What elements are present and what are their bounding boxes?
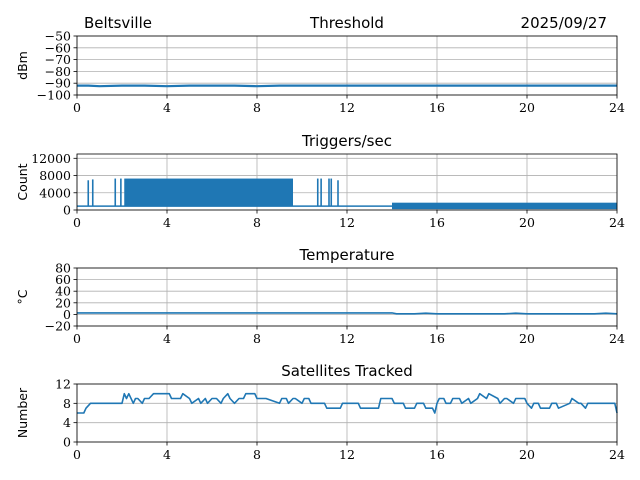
y-tick-label: 12000 [31,151,71,166]
y-tick-label: 0 [63,307,71,322]
x-tick-label: 0 [73,447,81,462]
x-tick-label: 12 [339,447,355,462]
y-tick-label: −80 [45,64,71,79]
y-tick-label: −70 [45,52,71,67]
triggers-panel: 0 4 8 12 16 20 2404000800012000Triggers/secCou… [15,132,625,230]
x-tick-label: 12 [339,331,355,346]
x-tick-label: 0 [73,331,81,346]
x-tick-label: 8 [253,331,261,346]
x-tick-label: 4 [163,331,171,346]
y-tick-label: 12 [55,377,71,392]
x-tick-label: 4 [163,100,171,115]
temperature-title: Temperature [298,246,394,264]
y-tick-label: 0 [63,435,71,450]
x-tick-label: 20 [519,331,535,346]
x-tick-label: 12 [339,215,355,230]
y-tick-label: 40 [55,284,71,299]
x-tick-label: 8 [253,215,261,230]
triggers-band [124,178,293,207]
x-tick-label: 16 [429,100,445,115]
temperature-series-line [77,312,618,315]
threshold-series-line [77,84,617,88]
x-tick-label: 20 [519,215,535,230]
x-tick-label: 0 [73,100,81,115]
x-tick-label: 24 [609,215,625,230]
y-tick-label: −60 [45,40,71,55]
y-tick-label: 60 [55,272,71,287]
y-tick-label: −90 [45,76,71,91]
y-tick-label: 80 [55,261,71,276]
triggers-ylabel: Count [15,163,30,200]
x-tick-label: 8 [253,100,261,115]
y-tick-label: −50 [45,29,71,44]
y-tick-label: −100 [37,88,71,103]
triggers-band [392,202,617,209]
x-tick-label: 12 [339,100,355,115]
location-label: Beltsville [84,14,152,32]
x-tick-label: 16 [429,331,445,346]
y-tick-label: 8 [63,396,71,411]
y-tick-label: 8000 [39,168,71,183]
x-tick-label: 20 [519,447,535,462]
threshold-ylabel: dBm [15,51,30,80]
y-tick-label: 20 [55,295,71,310]
x-tick-label: 8 [253,447,261,462]
x-tick-label: 16 [429,447,445,462]
temperature-ylabel: °C [15,289,30,304]
date-label: 2025/09/27 [521,14,607,32]
y-tick-label: 4 [63,415,71,430]
satellites-panel: 0 4 8 12 16 20 24 0 4 8 12 Satellites Tracked Number [15,362,625,462]
y-tick-label: 4000 [39,185,71,200]
satellites-series-line [77,392,618,414]
satellites-ylabel: Number [15,387,30,438]
threshold-title: Threshold [309,14,384,32]
x-tick-label: 4 [163,215,171,230]
x-tick-label: 24 [609,331,625,346]
satellites-title: Satellites Tracked [281,362,412,380]
triggers-title: Triggers/sec [301,132,392,150]
x-tick-label: 0 [73,215,81,230]
y-tick-label: 0 [63,203,71,218]
threshold-panel: 0 4 8 12 16 20 24 −100−90−80−70−60−50 Threshold d… [15,14,625,115]
x-tick-label: 16 [429,215,445,230]
x-tick-label: 24 [609,100,625,115]
x-tick-label: 20 [519,100,535,115]
x-tick-label: 24 [609,447,625,462]
x-tick-label: 4 [163,447,171,462]
y-tick-label: −20 [45,319,71,334]
